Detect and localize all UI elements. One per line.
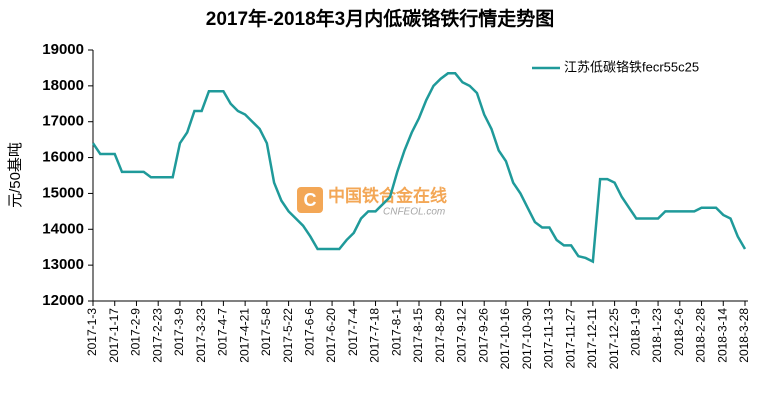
x-tick-label: 2017-4-21 xyxy=(237,308,251,363)
x-tick-label: 2017-7-18 xyxy=(368,308,382,363)
x-tick-label: 2018-3-28 xyxy=(737,308,751,363)
x-tick-label: 2017-10-30 xyxy=(520,308,534,370)
x-tick-label: 2017-11-13 xyxy=(542,308,556,369)
x-tick-label: 2017-12-11 xyxy=(585,308,599,369)
y-tick-label: 12000 xyxy=(42,292,84,309)
y-tick-label: 19000 xyxy=(42,41,84,58)
legend-label: 江苏低碳铬铁fecr55c25 xyxy=(564,59,699,74)
x-tick-label: 2017-2-9 xyxy=(129,308,143,356)
y-tick-label: 16000 xyxy=(42,149,84,166)
x-tick-label: 2017-9-26 xyxy=(476,308,490,363)
y-tick-label: 17000 xyxy=(42,113,84,130)
x-tick-label: 2017-9-12 xyxy=(455,308,469,363)
x-tick-label: 2017-7-4 xyxy=(346,308,360,356)
x-tick-label: 2017-6-6 xyxy=(303,308,317,356)
x-tick-label: 2018-2-6 xyxy=(672,308,686,356)
x-tick-label: 2018-3-14 xyxy=(715,308,729,363)
y-axis-label: 元/50基吨 xyxy=(7,142,24,208)
watermark: C 中国铁合金在线 CNFEOL.com xyxy=(297,185,447,218)
y-tick-label: 13000 xyxy=(42,256,84,273)
x-tick-label: 2018-2-28 xyxy=(694,308,708,363)
x-tick-label: 2017-3-23 xyxy=(194,308,208,363)
x-tick-label: 2017-3-9 xyxy=(172,308,186,356)
x-tick-label: 2017-8-29 xyxy=(433,308,447,363)
x-tick-label: 2017-12-25 xyxy=(607,308,621,370)
watermark-logo xyxy=(297,187,323,213)
watermark-logo-letter: C xyxy=(304,190,317,210)
x-tick-label: 2018-1-23 xyxy=(650,308,664,363)
x-tick-label: 2017-6-20 xyxy=(324,308,338,363)
x-tick-label: 2017-8-15 xyxy=(411,308,425,363)
watermark-url: CNFEOL.com xyxy=(383,207,445,218)
x-tick-label: 2018-1-9 xyxy=(629,308,643,356)
x-tick-label: 2017-4-7 xyxy=(216,308,230,356)
chart-title: 2017年-2018年3月内低碳铬铁行情走势图 xyxy=(206,7,554,30)
x-tick-label: 2017-1-3 xyxy=(85,308,99,356)
y-tick-label: 18000 xyxy=(42,77,84,94)
y-tick-label: 14000 xyxy=(42,220,84,237)
x-tick-label: 2017-1-17 xyxy=(107,308,121,363)
y-tick-label: 15000 xyxy=(42,184,84,201)
x-tick-label: 2017-10-16 xyxy=(498,308,512,370)
series-line xyxy=(91,72,747,264)
x-tick-label: 2017-2-23 xyxy=(150,308,164,363)
x-tick-label: 2017-5-8 xyxy=(259,308,273,356)
x-tick-label: 2017-11-27 xyxy=(563,308,577,369)
x-tick-label: 2017-8-1 xyxy=(389,308,403,356)
watermark-text: 中国铁合金在线 xyxy=(328,185,447,205)
x-tick-label: 2017-5-22 xyxy=(281,308,295,363)
